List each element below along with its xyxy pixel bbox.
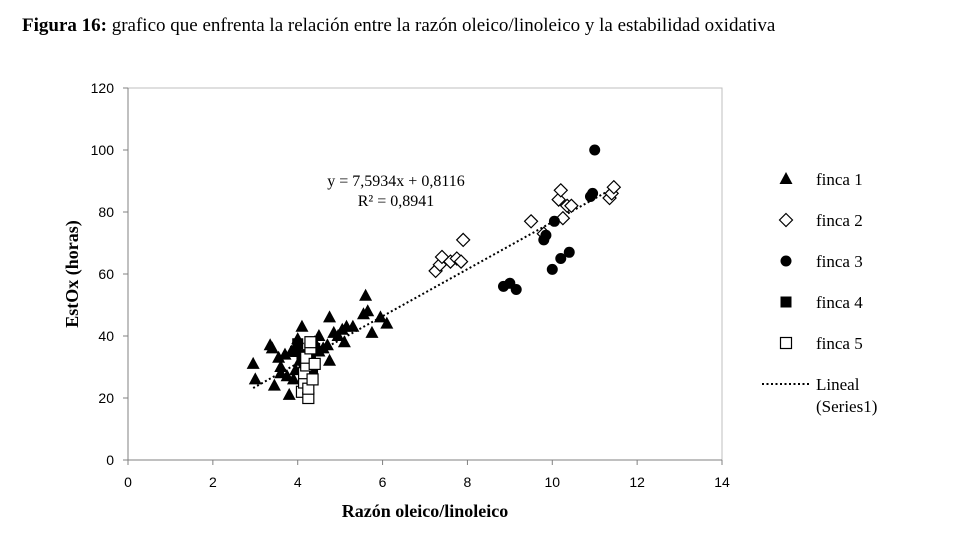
x-tick-label: 10 [544, 474, 560, 490]
x-tick-label: 6 [379, 474, 387, 490]
data-point [282, 387, 296, 400]
data-point [555, 253, 567, 264]
data-point [307, 364, 319, 376]
y-tick-label: 120 [91, 80, 115, 96]
y-tick-label: 100 [91, 142, 115, 158]
legend-marker-finca-1 [779, 172, 793, 184]
y-tick-label: 40 [98, 328, 114, 344]
data-point [606, 179, 622, 195]
data-point [323, 310, 337, 323]
data-point [308, 357, 321, 370]
x-tick-label: 14 [714, 474, 730, 490]
data-point [246, 356, 260, 369]
data-point [306, 373, 319, 386]
y-tick-label: 0 [106, 452, 114, 468]
data-point [548, 215, 560, 227]
data-point [553, 182, 569, 198]
data-point [267, 378, 281, 391]
legend-marker-finca-5 [779, 336, 793, 350]
data-point [361, 304, 375, 317]
x-tick-label: 4 [294, 474, 302, 490]
data-point [373, 310, 387, 323]
legend-label: finca 1 [816, 170, 863, 189]
data-point [380, 316, 394, 329]
data-point [455, 232, 471, 248]
data-point [563, 246, 575, 258]
figure-caption-label: Figura 16: [22, 15, 107, 36]
y-tick-label: 80 [98, 204, 114, 220]
data-point [589, 144, 601, 156]
data-point [365, 325, 379, 338]
legend-label: finca 4 [816, 293, 863, 312]
data-point [290, 346, 302, 357]
x-tick-label: 8 [464, 474, 472, 490]
plot-border [127, 87, 723, 461]
data-point [523, 213, 539, 229]
x-axis-title: Razón oleico/linoleico [342, 501, 508, 521]
data-point [272, 350, 286, 363]
data-point [587, 187, 599, 199]
data-point [278, 347, 292, 360]
data-point [304, 336, 317, 349]
figure-caption: Figura 16: grafico que enfrenta la relac… [22, 15, 775, 37]
trendline-r2: R² = 0,8941 [358, 193, 435, 210]
data-point [453, 254, 469, 269]
data-point [337, 335, 351, 348]
data-point [564, 198, 579, 214]
legend-marker-finca-4 [780, 296, 792, 308]
data-point [274, 360, 288, 372]
data-point [265, 341, 279, 354]
legend-label: finca 3 [816, 252, 863, 271]
data-point [540, 229, 552, 241]
y-axis-title: EstOx (horas) [62, 220, 83, 328]
data-point [320, 338, 334, 351]
data-point [359, 288, 373, 301]
plot-area: 0 2 4 6 8 10 12 14 0 20 40 60 80 100 120 [91, 80, 730, 490]
legend: finca 1 finca 2 finca 3 finca 4 finca 5 Linea… [762, 170, 877, 416]
data-point [331, 329, 345, 341]
data-point [323, 353, 337, 366]
x-tick-label: 12 [629, 474, 645, 490]
legend-trendline-label: (Series1) [816, 397, 877, 416]
legend-marker-finca-3 [780, 255, 792, 267]
data-point [295, 319, 309, 332]
data-point [510, 284, 522, 295]
series-finca-3 [497, 144, 601, 295]
data-point [248, 372, 262, 385]
trendline-equation: y = 7,5934x + 0,8116 [327, 173, 464, 190]
series-finca-5 [295, 336, 321, 405]
legend-trendline-label: Lineal [816, 375, 860, 394]
legend-label: finca 2 [816, 211, 863, 230]
y-tick-label: 20 [98, 390, 114, 406]
data-point [546, 263, 558, 275]
data-point [286, 372, 300, 385]
y-tick-label: 60 [98, 266, 114, 282]
x-tick-label: 0 [124, 474, 132, 490]
x-tick-label: 2 [209, 474, 217, 490]
data-point [346, 319, 360, 332]
legend-label: finca 5 [816, 334, 863, 353]
figure-caption-text: grafico que enfrenta la relación entre l… [106, 15, 776, 36]
legend-marker-finca-2 [778, 212, 794, 228]
data-points [246, 144, 622, 405]
data-point [292, 338, 304, 350]
